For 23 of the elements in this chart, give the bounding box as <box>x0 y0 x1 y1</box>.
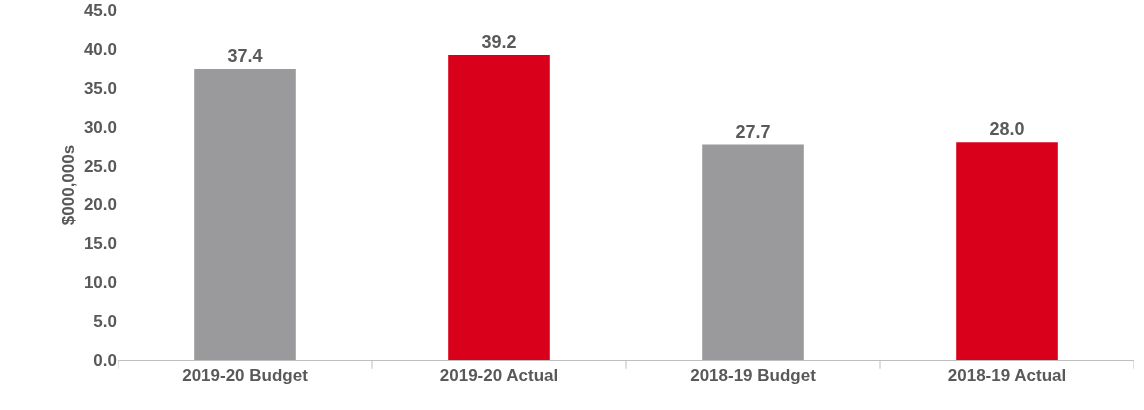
y-tick-label: 30.0 <box>83 117 117 137</box>
y-tick-label: 5.0 <box>93 312 117 332</box>
data-label: 28.0 <box>989 119 1025 140</box>
y-tick-label: 15.0 <box>83 234 117 254</box>
data-label: 27.7 <box>735 121 771 142</box>
y-tick-label: 20.0 <box>83 195 117 215</box>
data-label: 39.2 <box>481 32 517 53</box>
y-tick-label: 0.0 <box>93 350 117 370</box>
y-tick-label: 25.0 <box>83 156 117 176</box>
y-tick-label: 10.0 <box>83 273 117 293</box>
bar <box>448 55 550 360</box>
bar <box>956 142 1058 360</box>
bar <box>194 69 296 360</box>
y-axis-title: $000,000s <box>59 144 78 226</box>
x-tick-label: 2019-20 Budget <box>182 366 309 386</box>
y-tick-label: 45.0 <box>83 0 117 20</box>
x-tick-label: 2018-19 Actual <box>947 366 1067 386</box>
x-tick-label: 2019-20 Actual <box>439 366 559 386</box>
x-tick-label: 2018-19 Budget <box>690 366 817 386</box>
bar <box>702 144 804 360</box>
data-label: 37.4 <box>227 46 263 67</box>
y-tick-label: 35.0 <box>83 78 117 98</box>
y-tick-label: 40.0 <box>83 39 117 59</box>
